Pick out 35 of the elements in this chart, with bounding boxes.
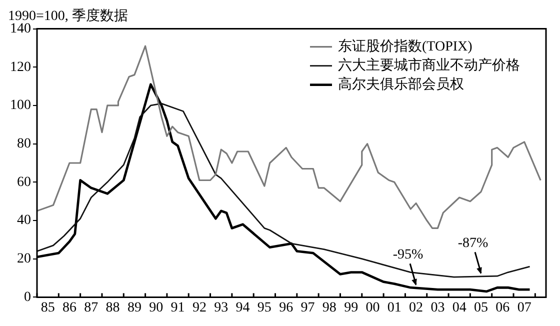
y-tick-label: 0 bbox=[24, 290, 31, 305]
annotation: -95% bbox=[392, 247, 424, 262]
y-tick-label: 40 bbox=[17, 213, 31, 228]
x-tick-label: 07 bbox=[517, 300, 532, 316]
x-tick-label: 87 bbox=[84, 300, 98, 316]
legend-label: 六大主要城市商业不动产价格 bbox=[338, 57, 520, 74]
y-tick-label: 20 bbox=[17, 252, 31, 267]
y-tick-label: 100 bbox=[10, 98, 31, 114]
x-tick-label: 85 bbox=[40, 300, 55, 316]
x-tick-label: 93 bbox=[214, 300, 228, 316]
x-tick-label: 00 bbox=[366, 300, 380, 316]
y-tick-label: 120 bbox=[10, 60, 31, 75]
x-tick-label: 03 bbox=[430, 300, 445, 316]
x-tick-label: 95 bbox=[257, 300, 272, 316]
x-tick-label: 96 bbox=[279, 300, 294, 316]
x-tick-label: 92 bbox=[192, 300, 206, 316]
x-tick-label: 06 bbox=[496, 300, 510, 316]
annotation: -87% bbox=[458, 236, 489, 251]
x-tick-label: 02 bbox=[409, 300, 424, 316]
x-tick-label: 97 bbox=[300, 300, 315, 316]
y-tick-label: 80 bbox=[17, 136, 31, 152]
x-tick-label: 86 bbox=[62, 300, 76, 316]
x-tick-label: 99 bbox=[344, 300, 358, 316]
x-tick-label: 98 bbox=[322, 300, 336, 316]
y-tick-label: 60 bbox=[17, 174, 31, 190]
x-tick-label: 89 bbox=[127, 300, 142, 316]
x-tick-label: 90 bbox=[149, 300, 164, 316]
x-tick-label: 04 bbox=[452, 300, 466, 316]
x-tick-label: 91 bbox=[170, 300, 185, 316]
x-tick-label: 01 bbox=[387, 300, 402, 316]
x-tick-label: 94 bbox=[236, 300, 250, 316]
x-tick-label: 88 bbox=[106, 300, 120, 316]
legend-label: 高尔夫俱乐部会员权 bbox=[338, 76, 464, 92]
x-tick-label: 05 bbox=[474, 300, 488, 316]
legend-label: 东证股价指数(TOPIX) bbox=[338, 38, 473, 54]
